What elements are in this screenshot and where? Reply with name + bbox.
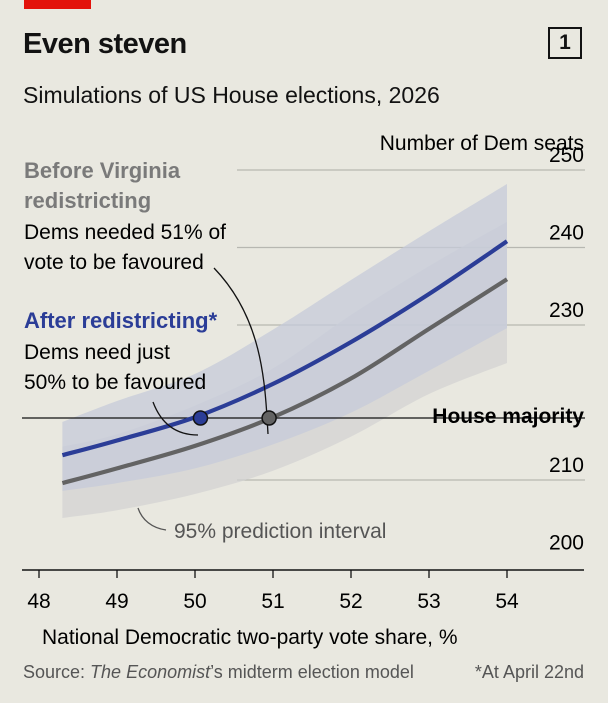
after-band — [62, 183, 508, 491]
prediction-bands — [62, 183, 508, 518]
after-leader-line — [152, 401, 199, 436]
y-tick-label-250: 250 — [549, 144, 584, 167]
x-tick-label-50: 50 — [183, 590, 206, 613]
x-tick-label-48: 48 — [27, 590, 50, 613]
chart-subtitle: Simulations of US House elections, 2026 — [23, 82, 440, 108]
x-axis-title: National Democratic two-party vote share… — [42, 626, 458, 649]
before-title-line1: Before Virginia — [24, 158, 181, 183]
threshold-markers — [192, 410, 277, 426]
x-axis: 48 49 50 51 52 53 54 — [22, 569, 584, 613]
y-axis-title: Number of Dem seats — [380, 132, 584, 155]
after-threshold-marker — [192, 410, 209, 426]
house-majority-label: House majority — [432, 405, 584, 428]
before-threshold-marker — [261, 410, 277, 426]
x-tick-label-51: 51 — [261, 590, 284, 613]
before-body-line2: vote to be favoured — [24, 251, 204, 274]
y-tick-label-230: 230 — [549, 299, 584, 322]
interval-label: 95% prediction interval — [174, 520, 386, 543]
before-body-line1: Dems needed 51% of — [24, 221, 226, 244]
y-tick-label-200: 200 — [549, 532, 584, 555]
x-tick-label-49: 49 — [105, 590, 128, 613]
x-tick-label-52: 52 — [339, 590, 362, 613]
y-tick-label-240: 240 — [549, 222, 584, 245]
x-tick-label-54: 54 — [495, 590, 519, 613]
source-publication: The Economist — [90, 662, 211, 682]
brand-tag — [24, 0, 91, 9]
source-note: Source: The Economist’s midterm election… — [23, 662, 414, 683]
after-body-line2: 50% to be favoured — [24, 371, 206, 394]
footnote: *At April 22nd — [474, 662, 584, 682]
before-title-line2: redistricting — [24, 188, 151, 213]
after-body-line1: Dems need just — [24, 341, 170, 364]
chart-number-badge: 1 — [548, 27, 582, 59]
x-tick-label-53: 53 — [417, 590, 440, 613]
y-tick-label-210: 210 — [549, 454, 584, 477]
chart-title: Even steven — [23, 28, 187, 60]
y-axis-labels: 200 210 230 240 250 — [549, 144, 584, 555]
after-title: After redistricting* — [24, 308, 218, 333]
source-prefix: Source: — [23, 662, 91, 682]
source-suffix: ’s midterm election model — [210, 662, 414, 682]
interval-leader-line — [137, 507, 167, 531]
after-line — [61, 239, 509, 458]
